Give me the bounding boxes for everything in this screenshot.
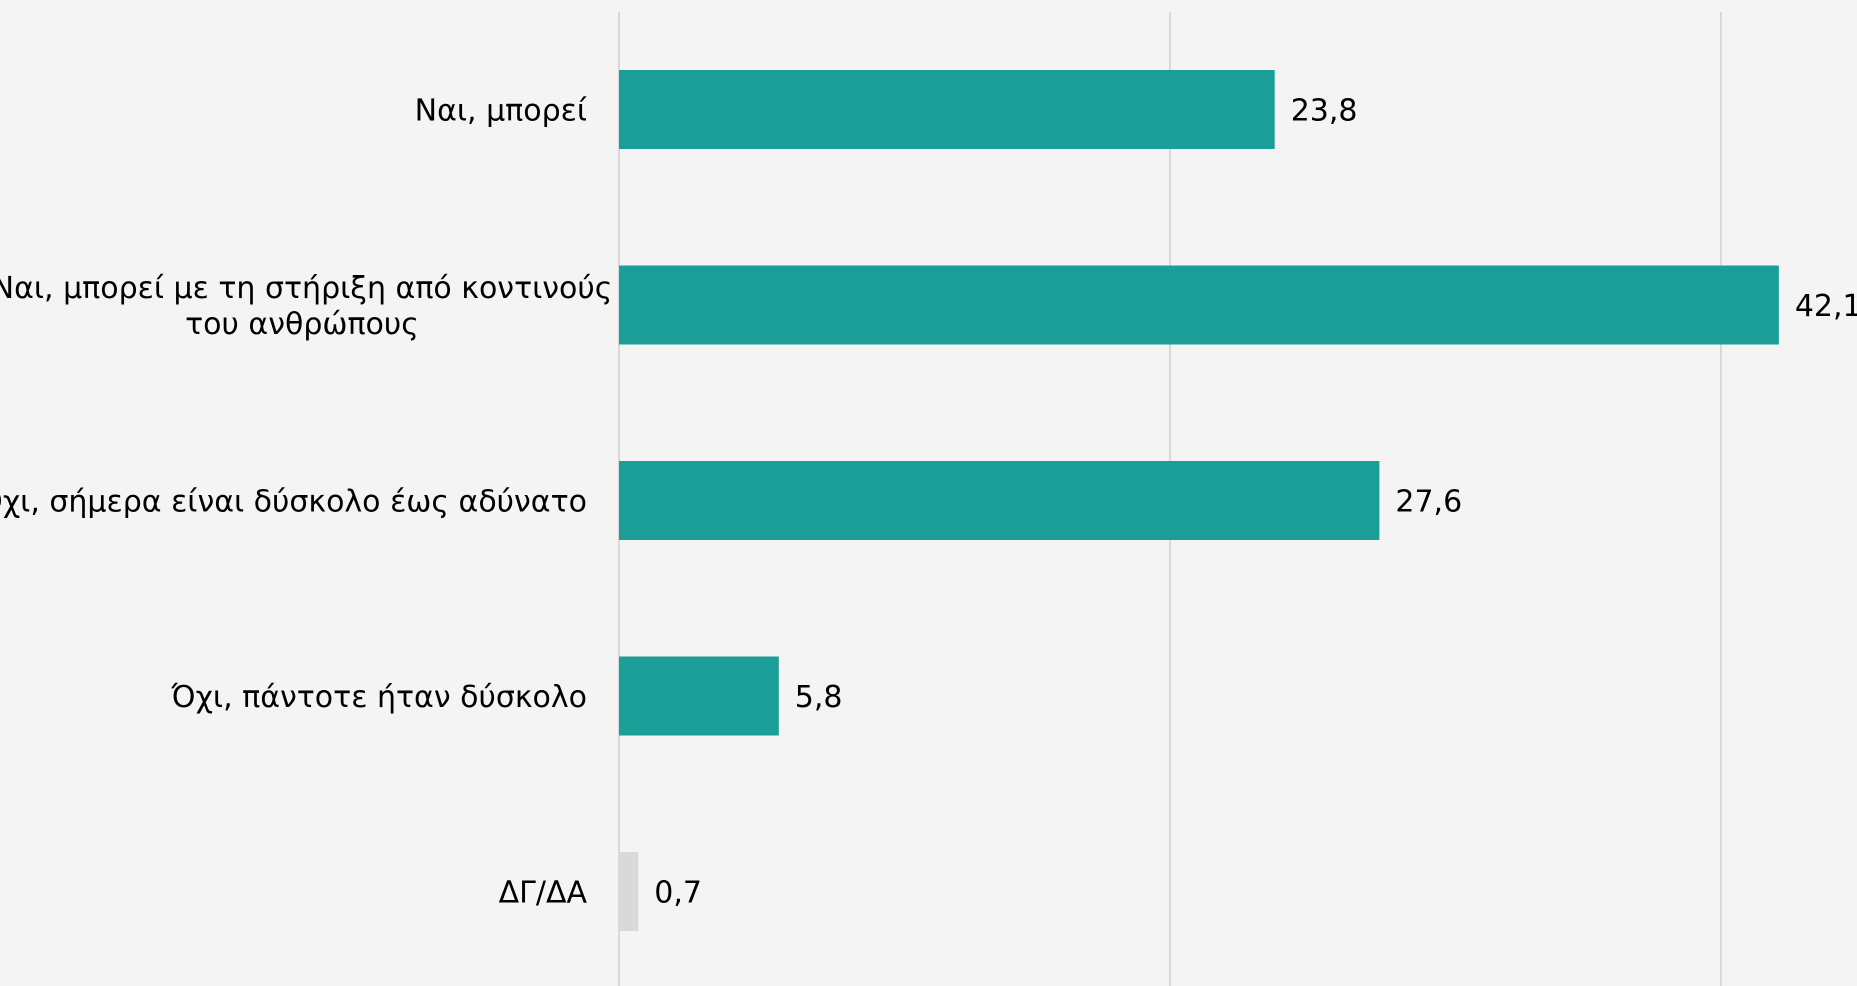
value-labels: 23,8 42,1 27,6 5,8 0,7 [654, 94, 1857, 911]
category-label-0-line-0: Ναι, μπορεί [415, 94, 587, 129]
category-label-1-line-1: του ανθρώπους [185, 307, 419, 342]
category-label-3: Όχι, πάντοτε ήταν δύσκολο [170, 680, 587, 715]
value-label-0: 23,8 [1291, 94, 1358, 129]
category-label-4-line-0: ΔΓ/ΔΑ [499, 876, 588, 911]
bar-3 [619, 656, 779, 736]
value-label-4: 0,7 [654, 876, 702, 911]
category-label-3-line-0: Όχι, πάντοτε ήταν δύσκολο [170, 680, 587, 715]
value-label-2: 27,6 [1395, 485, 1462, 520]
value-label-1: 42,1 [1795, 289, 1857, 324]
category-label-0: Ναι, μπορεί [415, 94, 587, 129]
category-label-1: Ναι, μπορεί με τη στήριξη από κοντινούς τ… [0, 271, 612, 342]
category-label-1-line-0: Ναι, μπορεί με τη στήριξη από κοντινούς [0, 271, 612, 306]
category-labels: Ναι, μπορεί Ναι, μπορεί με τη στήριξη από… [0, 94, 612, 911]
category-label-4: ΔΓ/ΔΑ [499, 876, 588, 911]
category-label-2: Όχι, σήμερα είναι δύσκολο έως αδύνατο [0, 485, 587, 520]
value-label-3: 5,8 [795, 680, 843, 715]
bar-2 [619, 461, 1380, 540]
category-label-2-line-0: Όχι, σήμερα είναι δύσκολο έως αδύνατο [0, 485, 587, 520]
bar-0 [619, 70, 1275, 149]
bar-1 [619, 265, 1779, 345]
bar-4 [619, 852, 639, 931]
bars [619, 70, 1779, 931]
